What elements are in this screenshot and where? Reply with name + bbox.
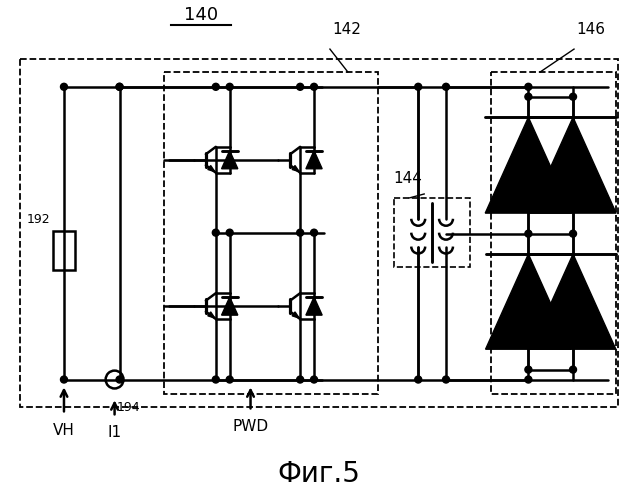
- Circle shape: [415, 376, 422, 383]
- Circle shape: [443, 84, 450, 90]
- Polygon shape: [530, 254, 616, 349]
- Text: Фиг.5: Фиг.5: [278, 460, 360, 488]
- Circle shape: [61, 84, 68, 90]
- Circle shape: [297, 376, 304, 383]
- Polygon shape: [208, 312, 215, 318]
- Circle shape: [226, 376, 233, 383]
- Polygon shape: [292, 166, 299, 172]
- Circle shape: [116, 376, 123, 383]
- Circle shape: [443, 376, 450, 383]
- Polygon shape: [306, 150, 322, 169]
- Circle shape: [116, 84, 123, 90]
- Text: 140: 140: [184, 6, 218, 25]
- Circle shape: [212, 84, 219, 90]
- Circle shape: [212, 376, 219, 383]
- Text: 142: 142: [332, 22, 360, 37]
- Polygon shape: [208, 166, 215, 172]
- Circle shape: [570, 366, 577, 373]
- Polygon shape: [221, 297, 238, 315]
- Text: 144: 144: [393, 171, 422, 186]
- Circle shape: [525, 366, 532, 373]
- Circle shape: [525, 84, 532, 90]
- Text: 194: 194: [117, 402, 140, 414]
- Circle shape: [525, 376, 532, 383]
- Circle shape: [311, 84, 318, 90]
- Text: I1: I1: [108, 425, 122, 440]
- Polygon shape: [306, 297, 322, 315]
- Circle shape: [226, 84, 233, 90]
- Text: 146: 146: [576, 22, 605, 37]
- Circle shape: [525, 230, 532, 237]
- Circle shape: [570, 93, 577, 100]
- Circle shape: [297, 229, 304, 236]
- Polygon shape: [486, 254, 571, 349]
- Text: 192: 192: [26, 212, 50, 226]
- Circle shape: [525, 93, 532, 100]
- Polygon shape: [292, 312, 299, 318]
- Polygon shape: [221, 150, 238, 169]
- Polygon shape: [530, 118, 616, 213]
- Circle shape: [297, 84, 304, 90]
- Text: PWD: PWD: [232, 419, 269, 434]
- Circle shape: [116, 84, 123, 90]
- Circle shape: [226, 229, 233, 236]
- Polygon shape: [486, 118, 572, 213]
- Circle shape: [61, 376, 68, 383]
- Circle shape: [570, 230, 577, 237]
- Circle shape: [311, 376, 318, 383]
- Circle shape: [415, 84, 422, 90]
- Text: VH: VH: [53, 423, 75, 438]
- Circle shape: [212, 229, 219, 236]
- Circle shape: [311, 229, 318, 236]
